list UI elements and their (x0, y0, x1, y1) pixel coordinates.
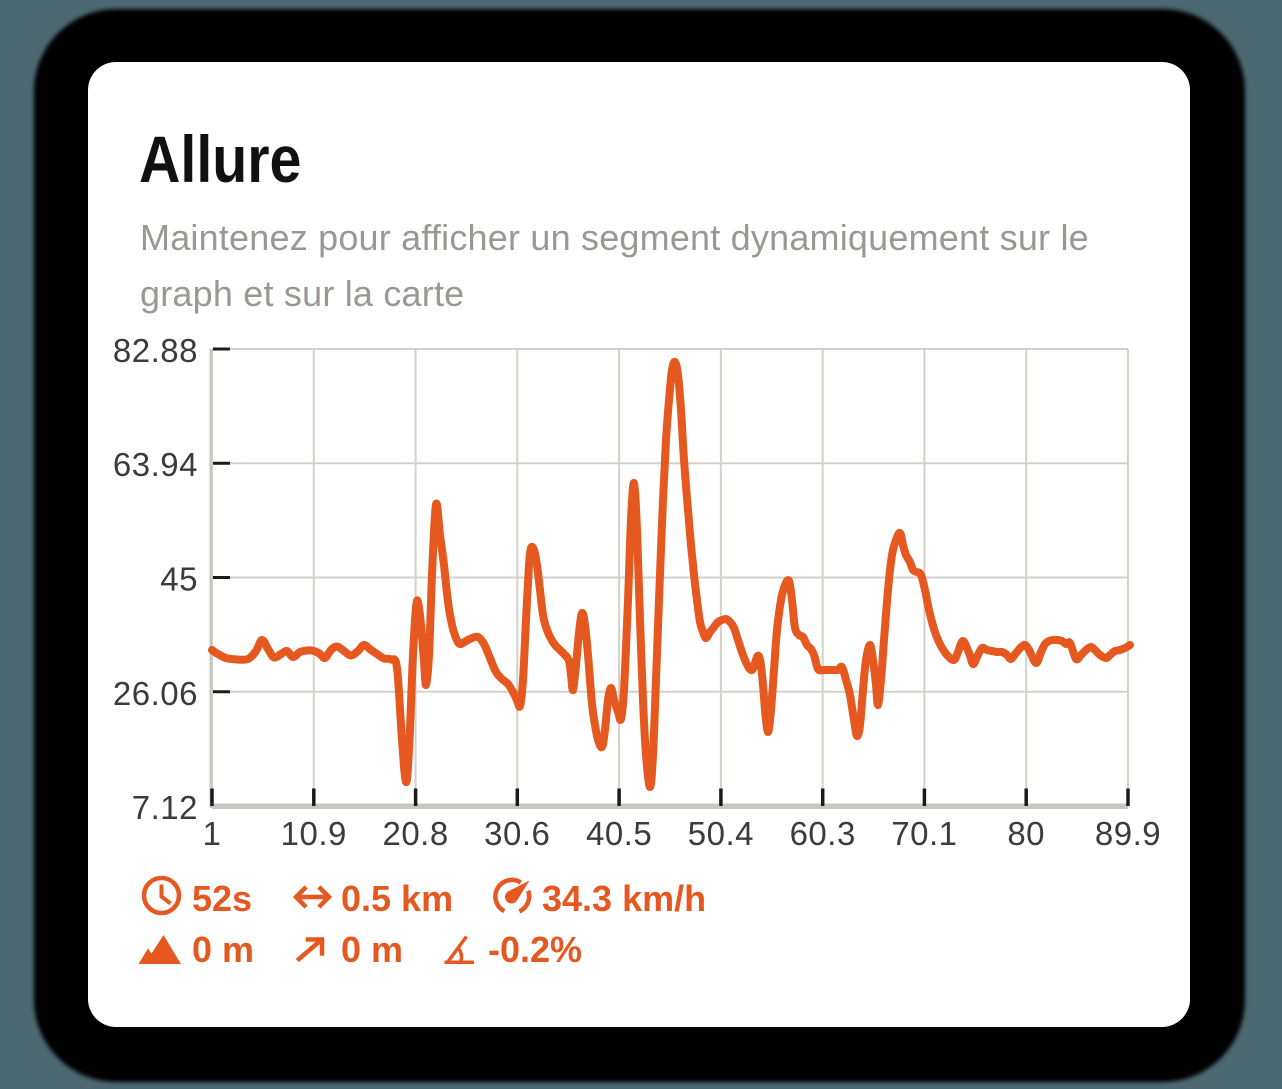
svg-text:82.88: 82.88 (113, 332, 198, 369)
svg-text:10.9: 10.9 (281, 815, 347, 852)
svg-text:63.94: 63.94 (113, 446, 198, 483)
svg-text:45: 45 (160, 561, 198, 598)
svg-text:70.1: 70.1 (891, 815, 957, 852)
svg-text:89.9: 89.9 (1095, 815, 1161, 852)
svg-text:30.6: 30.6 (484, 815, 550, 852)
svg-text:7.12: 7.12 (132, 789, 198, 826)
svg-text:40.5: 40.5 (586, 815, 652, 852)
svg-text:60.3: 60.3 (790, 815, 856, 852)
svg-text:50.4: 50.4 (688, 815, 754, 852)
svg-text:80: 80 (1007, 815, 1045, 852)
svg-text:20.8: 20.8 (382, 815, 448, 852)
svg-text:1: 1 (203, 815, 222, 852)
svg-text:26.06: 26.06 (113, 675, 198, 712)
